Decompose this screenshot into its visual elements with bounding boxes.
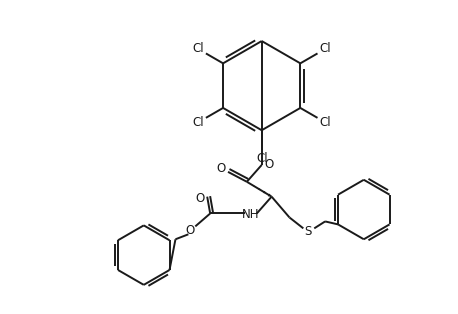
Text: O: O [196,192,205,205]
Text: Cl: Cl [192,116,204,129]
Text: NH: NH [242,208,260,221]
Text: Cl: Cl [319,116,331,129]
Text: S: S [305,225,312,238]
Text: Cl: Cl [256,153,267,165]
Text: O: O [264,159,273,171]
Text: O: O [217,162,226,176]
Text: Cl: Cl [192,42,204,56]
Text: Cl: Cl [319,42,331,56]
Text: O: O [186,224,195,237]
